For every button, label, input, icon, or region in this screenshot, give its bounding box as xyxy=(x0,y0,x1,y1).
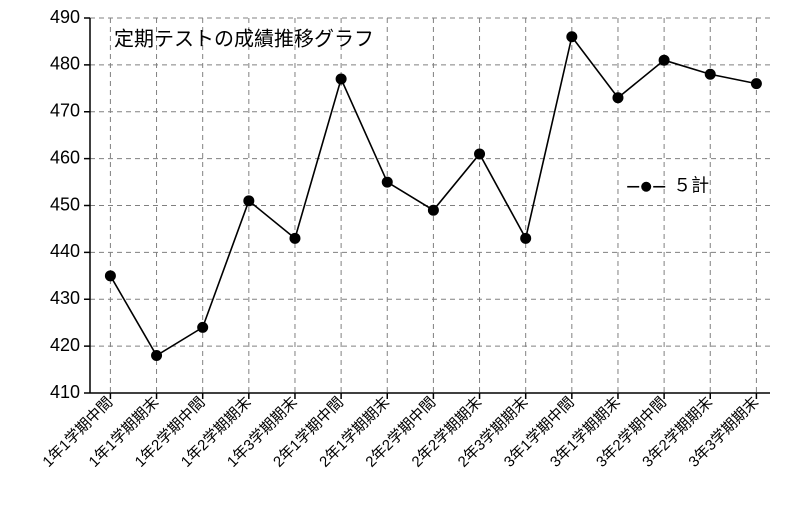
y-tick-label: 410 xyxy=(50,382,80,402)
data-marker xyxy=(336,74,346,84)
data-marker xyxy=(382,177,392,187)
data-marker xyxy=(244,196,254,206)
data-marker xyxy=(152,351,162,361)
y-tick-label: 460 xyxy=(50,147,80,167)
data-marker xyxy=(198,322,208,332)
y-tick-label: 440 xyxy=(50,241,80,261)
data-marker xyxy=(105,271,115,281)
data-marker xyxy=(705,69,715,79)
data-marker xyxy=(659,55,669,65)
y-tick-label: 420 xyxy=(50,335,80,355)
data-marker xyxy=(428,205,438,215)
y-tick-label: 490 xyxy=(50,7,80,27)
y-tick-label: 430 xyxy=(50,288,80,308)
data-marker xyxy=(290,233,300,243)
data-marker xyxy=(521,233,531,243)
y-tick-label: 450 xyxy=(50,194,80,214)
chart-container: 4104204304404504604704804901年1学期中間1年1学期期… xyxy=(0,0,787,526)
data-marker xyxy=(613,93,623,103)
legend-label: ５計 xyxy=(673,176,709,196)
line-chart: 4104204304404504604704804901年1学期中間1年1学期期… xyxy=(0,0,787,526)
chart-title: 定期テストの成績推移グラフ xyxy=(114,28,374,51)
data-marker xyxy=(567,32,577,42)
data-marker xyxy=(751,79,761,89)
data-marker xyxy=(475,149,485,159)
y-tick-label: 480 xyxy=(50,54,80,74)
y-tick-label: 470 xyxy=(50,101,80,121)
